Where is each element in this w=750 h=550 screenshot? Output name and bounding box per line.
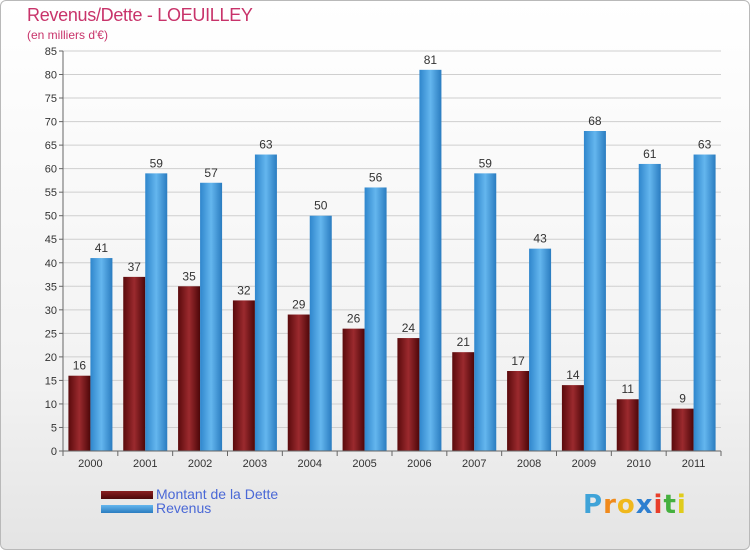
x-tick-label: 2005 <box>352 458 376 470</box>
data-label: 32 <box>237 283 251 297</box>
data-label: 29 <box>292 298 306 312</box>
bar-dette <box>452 352 475 451</box>
data-label: 81 <box>424 53 438 67</box>
data-label: 14 <box>566 368 580 382</box>
data-label: 16 <box>73 359 87 373</box>
bar-dette <box>178 286 201 451</box>
data-label: 57 <box>204 166 218 180</box>
y-tick-label: 50 <box>45 211 57 223</box>
y-tick-label: 0 <box>51 446 57 458</box>
data-label: 59 <box>479 156 493 170</box>
chart-subtitle: (en milliers d'€) <box>27 28 108 42</box>
legend-label-revenus: Revenus <box>156 500 212 516</box>
bar-dette <box>616 399 639 451</box>
data-label: 63 <box>698 138 712 152</box>
x-tick-label: 2004 <box>298 458 322 470</box>
x-tick-label: 2002 <box>188 458 212 470</box>
grid-lines <box>63 50 721 452</box>
legend-label-dette: Montant de la Dette <box>156 486 279 502</box>
y-tick-label: 30 <box>45 305 57 317</box>
y-tick-label: 35 <box>45 281 57 293</box>
y-tick-label: 20 <box>45 352 57 364</box>
data-label: 59 <box>150 156 164 170</box>
bar-revenus <box>254 154 277 451</box>
data-label: 26 <box>347 312 361 326</box>
data-label: 35 <box>182 269 196 283</box>
data-label: 50 <box>314 199 328 213</box>
x-tick-label: 2007 <box>462 458 486 470</box>
data-label: 43 <box>533 232 547 246</box>
bar-revenus <box>638 163 661 452</box>
x-tick-label: 2009 <box>572 458 596 470</box>
x-tick-label: 2000 <box>78 458 102 470</box>
logo-letter: o <box>616 490 636 520</box>
x-tick-label: 2003 <box>243 458 267 470</box>
data-label: 61 <box>643 147 657 161</box>
data-labels: 16 41 37 59 35 57 32 63 29 50 26 56 24 81 21 59 17 43 14 68… <box>73 53 712 406</box>
logo-letter: i <box>653 490 664 520</box>
bar-revenus <box>309 215 332 451</box>
logo-letter: x <box>635 490 654 520</box>
data-label: 17 <box>511 354 525 368</box>
bar-dette <box>123 276 146 451</box>
bar-dette <box>671 408 694 451</box>
bar-dette <box>287 314 310 451</box>
legend-swatch-dette <box>101 491 153 499</box>
bar-revenus <box>583 131 606 451</box>
y-tick-label: 70 <box>45 117 57 129</box>
bar-dette <box>507 371 530 451</box>
x-tick-label: 2011 <box>682 458 706 470</box>
bar-revenus <box>693 154 716 451</box>
x-tick-label: 2008 <box>517 458 541 470</box>
bar-dette <box>561 385 584 451</box>
bar-revenus <box>145 173 168 451</box>
y-axis-ticks: 0 5 10 15 20 25 30 35 40 45 50 55 60 65 70 75 80 85 <box>45 46 63 458</box>
y-tick-label: 10 <box>45 399 57 411</box>
bar-revenus <box>419 69 442 451</box>
bar-dette <box>342 328 365 451</box>
x-tick-label: 2006 <box>407 458 431 470</box>
data-label: 24 <box>402 321 416 335</box>
x-tick-label: 2001 <box>133 458 157 470</box>
legend-swatch-revenus <box>101 505 153 513</box>
chart-title: Revenus/Dette - LOEUILLEY <box>27 5 253 25</box>
y-tick-label: 45 <box>45 234 57 246</box>
y-tick-label: 25 <box>45 328 57 340</box>
data-label: 41 <box>95 241 109 255</box>
logo-letter: r <box>603 490 617 520</box>
logo-letter: P <box>583 490 604 520</box>
data-label: 9 <box>679 392 686 406</box>
data-label: 63 <box>259 138 273 152</box>
bar-revenus <box>474 173 497 451</box>
y-tick-label: 40 <box>45 258 57 270</box>
data-label: 56 <box>369 170 383 184</box>
x-tick-label: 2010 <box>627 458 651 470</box>
y-tick-label: 15 <box>45 375 57 387</box>
logo-letter: i <box>676 490 687 520</box>
data-label: 11 <box>622 382 635 396</box>
y-tick-label: 55 <box>45 187 57 199</box>
bar-revenus <box>529 248 552 451</box>
bar-dette <box>232 300 255 451</box>
x-axis-ticks: 2000 2001 2002 2003 2004 2005 2006 2007 2008 2009… <box>62 451 722 470</box>
y-tick-label: 5 <box>51 422 57 434</box>
data-label: 37 <box>128 260 142 274</box>
bars <box>68 69 716 452</box>
bar-revenus <box>200 182 223 451</box>
proxiti-logo: Proxiti <box>583 490 687 520</box>
y-tick-label: 80 <box>45 70 57 82</box>
y-tick-label: 60 <box>45 164 57 176</box>
bar-dette <box>68 375 91 451</box>
bar-revenus <box>364 187 387 451</box>
logo-letter: t <box>663 490 677 520</box>
bar-dette <box>397 338 420 451</box>
y-tick-label: 85 <box>45 46 57 58</box>
data-label: 21 <box>457 335 471 349</box>
data-label: 68 <box>588 114 602 128</box>
y-tick-label: 75 <box>45 93 57 105</box>
bar-revenus <box>90 258 113 451</box>
y-tick-label: 65 <box>45 140 57 152</box>
